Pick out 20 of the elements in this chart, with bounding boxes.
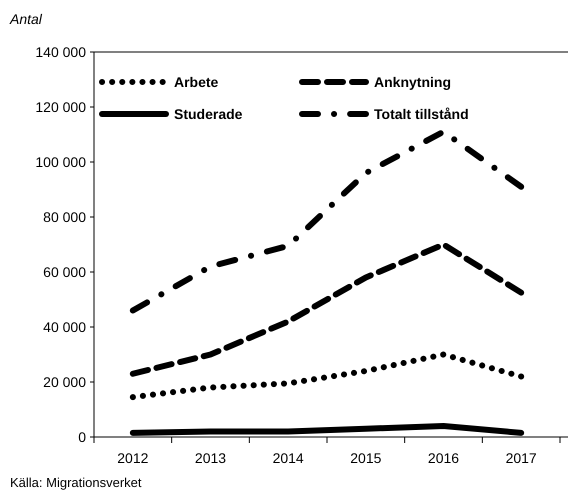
x-tick-label: 2012 xyxy=(117,450,149,466)
legend-label: Anknytning xyxy=(374,74,451,90)
y-tick-label: 100 000 xyxy=(35,154,86,170)
legend-label: Totalt tillstånd xyxy=(374,106,469,122)
x-tick-label: 2014 xyxy=(272,450,304,466)
y-tick-label: 140 000 xyxy=(35,44,86,60)
legend-label: Studerade xyxy=(174,106,243,122)
y-tick-label: 60 000 xyxy=(43,264,86,280)
x-tick-label: 2017 xyxy=(506,450,537,466)
legend-label: Arbete xyxy=(174,74,219,90)
y-tick-label: 80 000 xyxy=(43,208,86,225)
y-tick-label: 120 000 xyxy=(35,98,86,115)
x-tick-label: 2016 xyxy=(428,450,460,466)
x-tick-label: 2013 xyxy=(194,450,226,466)
y-tick-label: 0 xyxy=(78,428,86,445)
x-tick-label: 2015 xyxy=(350,450,382,466)
y-tick-label: 40 000 xyxy=(43,318,86,335)
text: Källa: Migrationsverket xyxy=(10,475,142,490)
y-axis-title: Antal xyxy=(9,11,43,27)
y-tick-label: 20 000 xyxy=(43,374,86,390)
